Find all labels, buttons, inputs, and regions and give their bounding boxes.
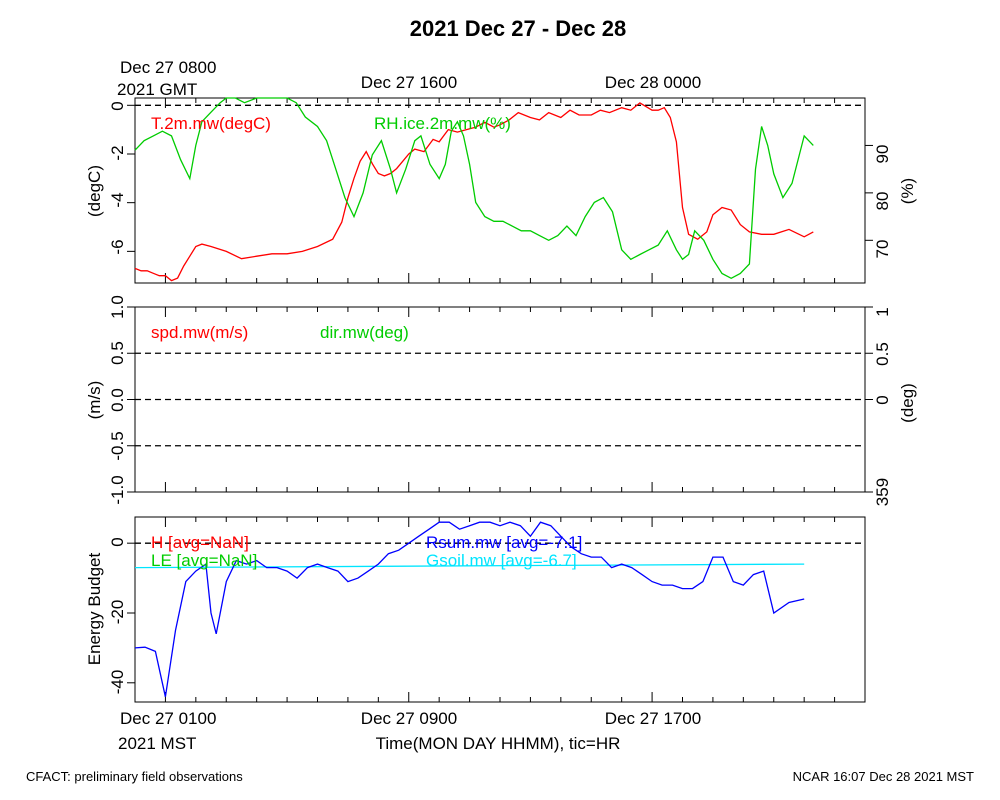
panel2-left-tick-1: 0.5 <box>108 341 127 365</box>
panel1-ylabel-right: (%) <box>898 178 917 204</box>
panel1-left-tick-3: -6 <box>108 239 127 254</box>
panel2-ylabel-right: (deg) <box>898 383 917 423</box>
gsoil-series-line <box>134 563 805 569</box>
panel1-ylabel-left: (degC) <box>85 165 104 217</box>
panel2-left-tick-0: 1.0 <box>108 295 127 319</box>
panel2-reference-lines <box>135 352 865 447</box>
panel3-left-tick-0: 0 <box>108 537 127 546</box>
legend-h: H [avg=NaN] <box>151 533 249 552</box>
footer-left: CFACT: preliminary field observations <box>26 769 243 784</box>
rh-series-line <box>134 97 814 280</box>
panel1-left-tick-1: -2 <box>108 145 127 160</box>
chart-title: 2021 Dec 27 - Dec 28 <box>410 16 627 41</box>
panel2-right-tick-0: 1 <box>873 307 892 316</box>
rsum-series-line <box>134 521 805 697</box>
bottom-axis-label-0: Dec 27 0100 <box>120 709 216 728</box>
top-axis-label-2: Dec 28 0000 <box>605 73 701 92</box>
legend-direction: dir.mw(deg) <box>320 323 409 342</box>
panel1-right-tick-1: 80 <box>873 192 892 211</box>
panel3-ylabel-left: Energy Budget <box>85 552 104 665</box>
bottom-axis-label-1: Dec 27 0900 <box>361 709 457 728</box>
panel2-ylabel-left: (m/s) <box>85 381 104 420</box>
top-axis-zone: 2021 GMT <box>117 80 197 99</box>
panel2-left-tick-4: -1.0 <box>108 475 127 504</box>
panel1-right-tick-0: 90 <box>873 145 892 164</box>
legend-gsoil: Gsoil.mw [avg=-6.7] <box>426 551 577 570</box>
x-axis-title: Time(MON DAY HHMM), tic=HR <box>376 734 621 753</box>
top-axis-label-0: Dec 27 0800 <box>120 58 216 77</box>
panel1-ticks <box>127 98 873 283</box>
bottom-axis-label-2: Dec 27 1700 <box>605 709 701 728</box>
panel-temperature-rh: T.2m.mw(degC) RH.ice.2m.mw(%) 0 -2 -4 -6… <box>85 97 917 284</box>
panel-wind: spd.mw(m/s) dir.mw(deg) 1.0 0.5 0.0 -0.5… <box>85 295 917 506</box>
panel2-right-tick-2: 0 <box>873 395 892 404</box>
legend-speed: spd.mw(m/s) <box>151 323 248 342</box>
footer-right: NCAR 16:07 Dec 28 2021 MST <box>793 769 974 784</box>
panel2-ticks <box>127 306 873 493</box>
panel-energy-budget: H [avg=NaN] LE [avg=NaN] Rsum.mw [avg=-7… <box>85 516 866 703</box>
legend-rh: RH.ice.2m.mw(%) <box>374 114 511 133</box>
panel2-right-tick-3: 359 <box>873 478 892 506</box>
panel1-right-tick-2: 70 <box>873 240 892 259</box>
legend-rsum: Rsum.mw [avg=-7.1] <box>426 533 582 552</box>
panel3-left-tick-1: -20 <box>108 600 127 625</box>
panel3-left-tick-2: -40 <box>108 670 127 695</box>
panel3-ticks <box>127 517 866 702</box>
panel2-right-tick-1: 0.5 <box>873 342 892 366</box>
bottom-axis-zone: 2021 MST <box>118 734 196 753</box>
panel1-left-tick-0: 0 <box>108 101 127 110</box>
panel2-left-tick-3: -0.5 <box>108 431 127 460</box>
legend-le: LE [avg=NaN] <box>151 551 257 570</box>
top-axis-label-1: Dec 27 1600 <box>361 73 457 92</box>
panel2-left-tick-2: 0.0 <box>108 388 127 412</box>
temperature-series-line <box>134 102 814 282</box>
legend-temperature: T.2m.mw(degC) <box>151 114 271 133</box>
panel1-left-tick-2: -4 <box>108 192 127 207</box>
